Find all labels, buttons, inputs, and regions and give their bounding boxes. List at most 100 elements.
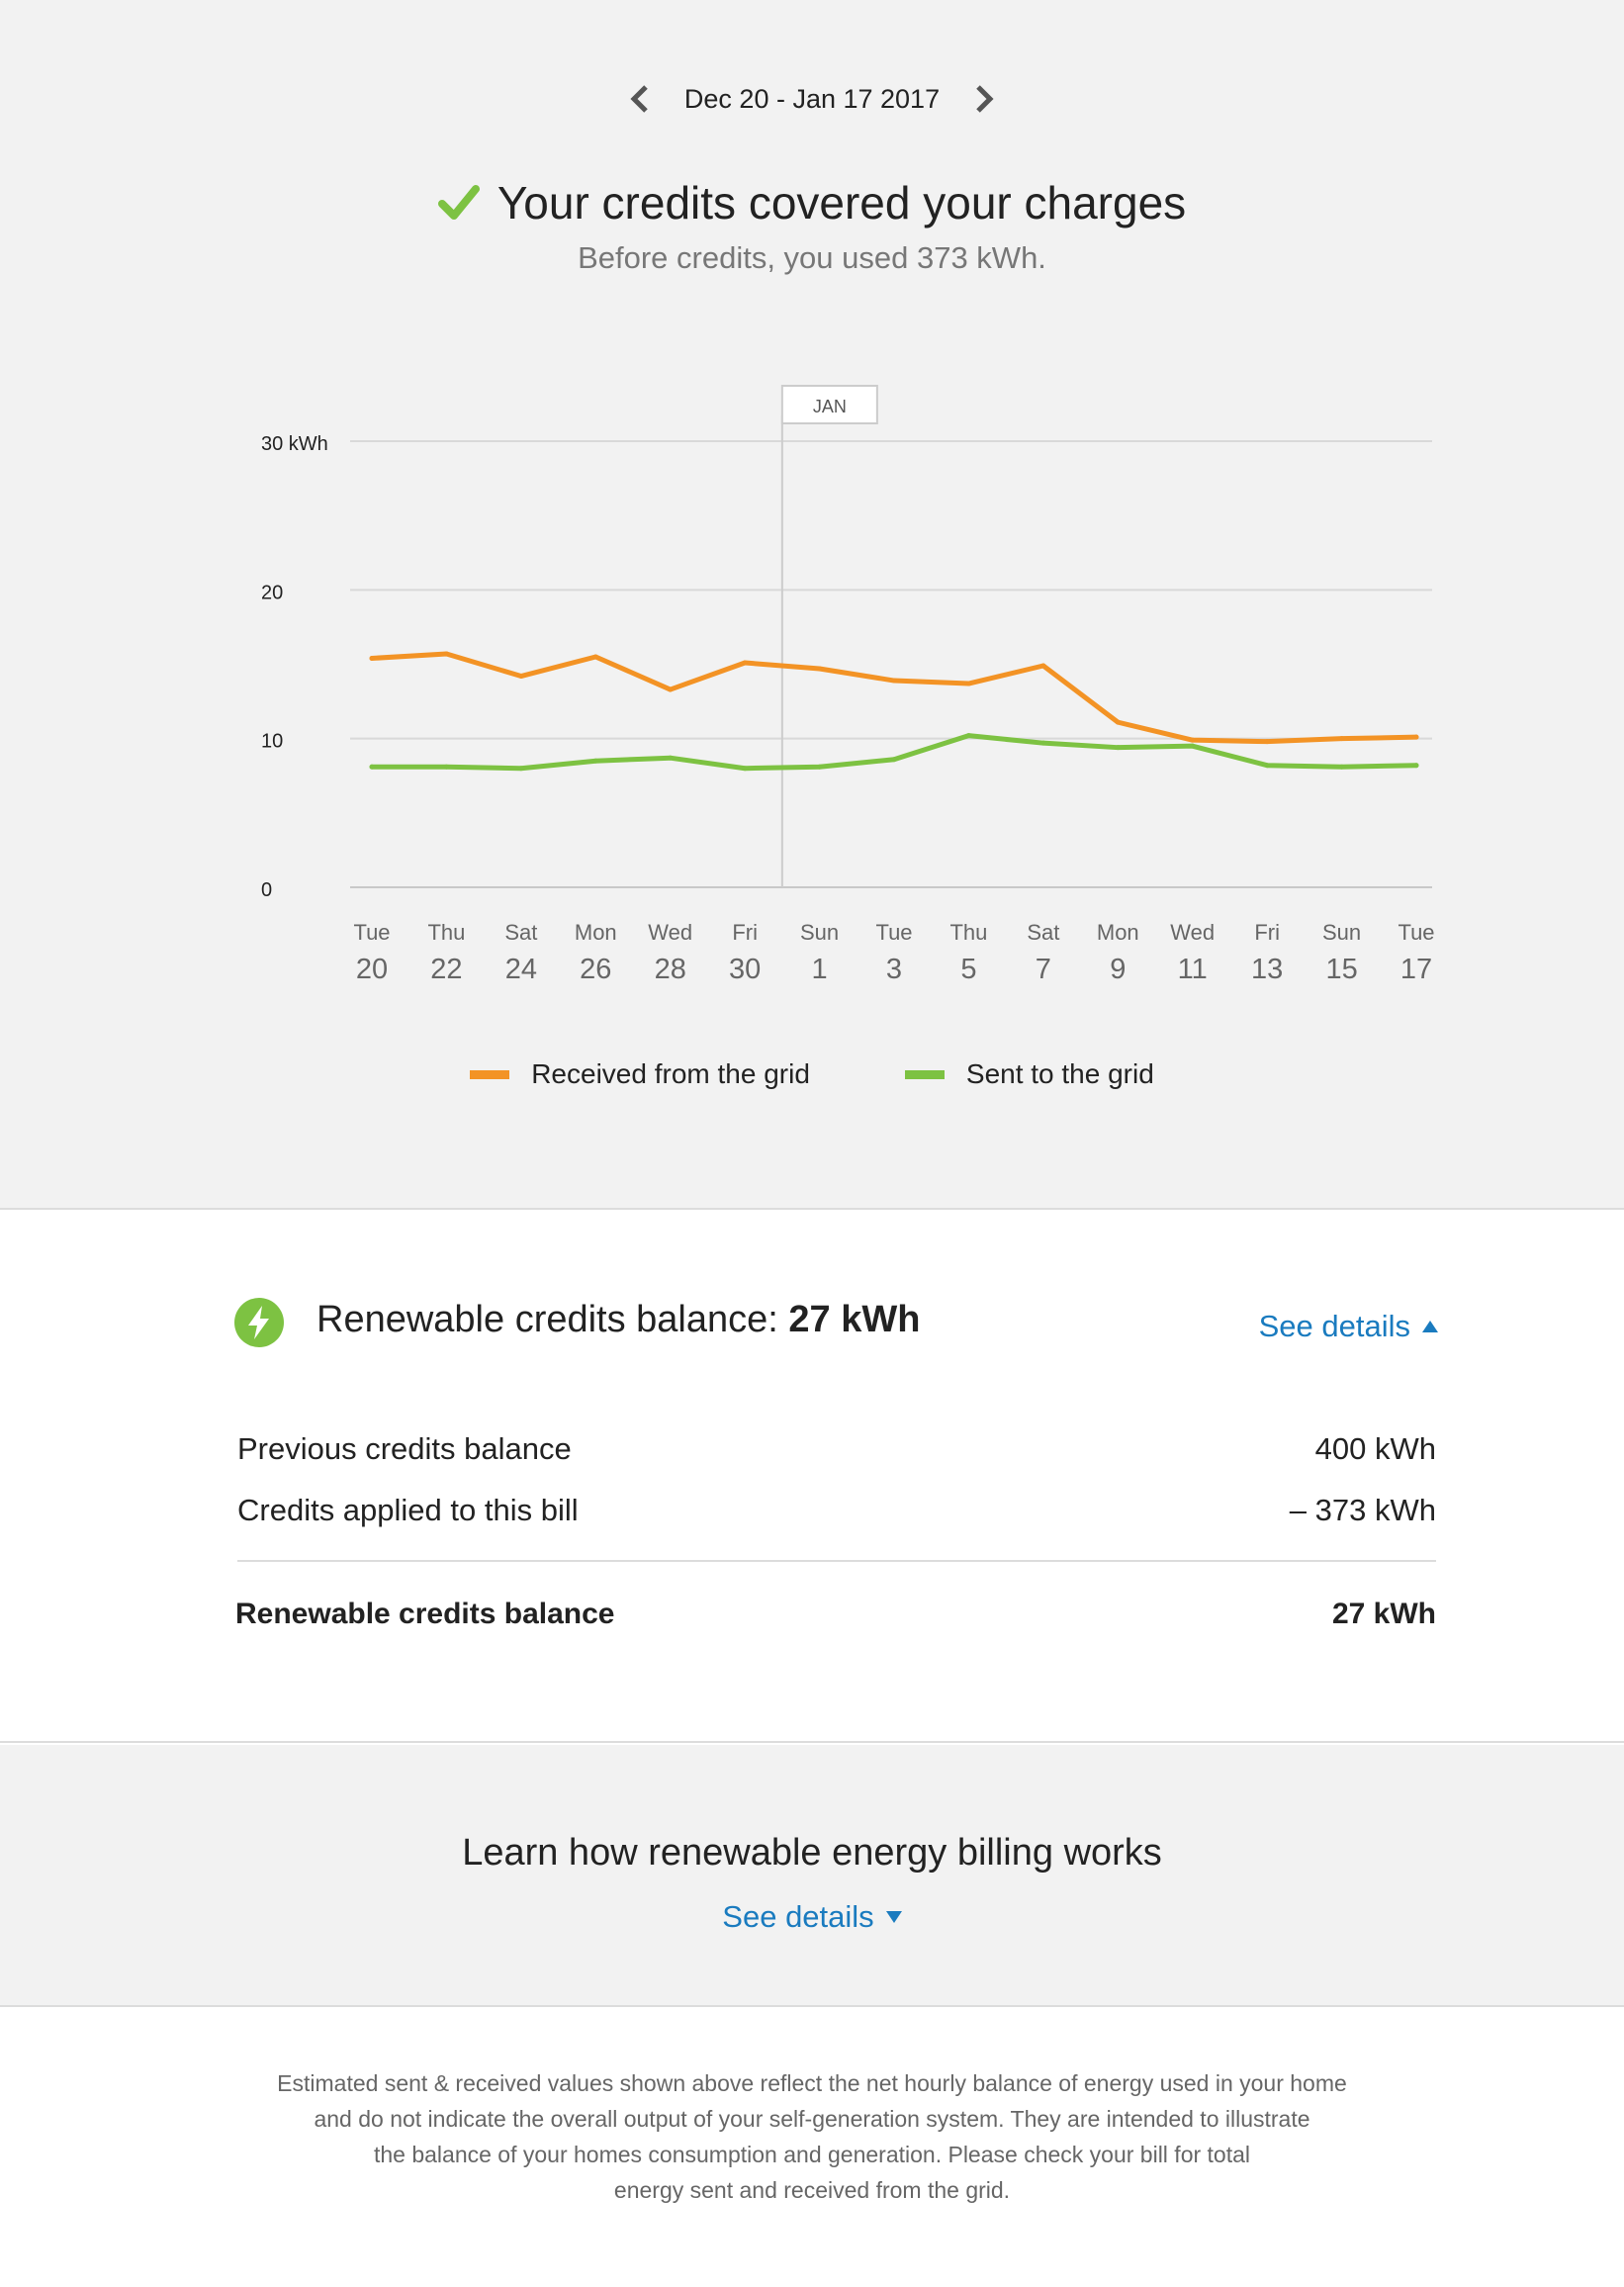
triangle-down-icon: [885, 1911, 902, 1923]
data-point: [891, 678, 897, 684]
page-title: Your credits covered your charges: [496, 177, 1187, 229]
check-icon: [437, 185, 480, 220]
x-tick-day: Fri: [732, 920, 758, 945]
x-tick-date: 15: [1325, 954, 1357, 985]
data-point: [1190, 737, 1196, 743]
x-tick-day: Wed: [1170, 920, 1215, 945]
credits-section: Renewable credits balance: 27 kWh See de…: [0, 1212, 1624, 1743]
disclaimer-line: and do not indicate the overall output o…: [314, 2106, 1310, 2132]
data-point: [443, 764, 449, 770]
lightning-bolt-icon: [234, 1298, 284, 1347]
triangle-up-icon: [1422, 1321, 1438, 1332]
see-details-link-learn[interactable]: See details: [0, 1899, 1624, 1935]
legend-swatch-received: [470, 1069, 510, 1079]
credits-total-value: 27 kWh: [1331, 1598, 1436, 1630]
data-point: [1040, 663, 1046, 669]
x-tick-date: 30: [729, 954, 761, 985]
x-tick-date: 17: [1400, 954, 1432, 985]
data-point: [1413, 763, 1419, 769]
data-point: [1115, 745, 1121, 751]
see-details-link-credits[interactable]: See details: [1259, 1309, 1438, 1344]
x-tick-day: Sun: [800, 920, 839, 945]
legend-label-received: Received from the grid: [531, 1058, 810, 1089]
data-point: [668, 686, 674, 692]
disclaimer: Estimated sent & received values shown a…: [227, 2065, 1397, 2208]
learn-title: Learn how renewable energy billing works: [462, 1832, 1162, 1874]
disclaimer-line: Estimated sent & received values shown a…: [277, 2070, 1347, 2096]
x-tick-date: 11: [1178, 954, 1208, 985]
x-tick-day: Tue: [353, 920, 390, 945]
credits-row-value: – 373 kWh: [1289, 1493, 1436, 1527]
month-marker-box: [780, 385, 878, 424]
credits-balance-title: Renewable credits balance: 27 kWh: [316, 1299, 920, 1341]
x-tick-day: Thu: [949, 920, 987, 945]
y-tick-label: 10: [261, 731, 283, 753]
x-tick-date: 26: [580, 954, 611, 985]
energy-line-chart: 30 kWh 20 10 0 JAN Tue 20 Thu 22 Sat 24 Mon 26 Wed 28 F…: [261, 385, 1435, 985]
headline: Your credits covered your charges: [0, 176, 1624, 229]
x-tick-day: Wed: [648, 920, 692, 945]
x-tick-date: 22: [430, 954, 462, 985]
x-tick-day: Sat: [504, 920, 537, 945]
credits-row-previous: Previous credits balance 400 kWh: [237, 1431, 1436, 1467]
data-point: [965, 681, 971, 686]
data-point: [1190, 743, 1196, 749]
x-tick-day: Sat: [1027, 920, 1059, 945]
data-point: [965, 733, 971, 739]
date-range-label: Dec 20 - Jan 17 2017: [683, 83, 941, 114]
data-point: [518, 766, 524, 772]
legend-label-sent: Sent to the grid: [965, 1058, 1154, 1089]
chart-legend: Received from the grid Sent to the grid: [0, 1058, 1624, 1090]
data-point: [443, 651, 449, 657]
x-tick-day: Fri: [1254, 920, 1280, 945]
data-point: [817, 764, 823, 770]
x-tick-date: 9: [1110, 954, 1126, 985]
page-subtitle: Before credits, you used 373 kWh.: [578, 240, 1046, 275]
data-point: [592, 758, 598, 764]
x-tick-day: Mon: [575, 920, 617, 945]
chevron-left-icon[interactable]: [623, 77, 657, 121]
data-point: [668, 755, 674, 761]
credits-row-label: Previous credits balance: [237, 1431, 572, 1466]
x-tick-day: Sun: [1322, 920, 1361, 945]
x-tick-date: 13: [1251, 954, 1283, 985]
disclaimer-line: energy sent and received from the grid.: [613, 2177, 1011, 2203]
data-point: [1115, 719, 1121, 725]
data-point: [592, 654, 598, 660]
data-point: [518, 674, 524, 680]
data-point: [1264, 763, 1270, 769]
data-point: [1413, 734, 1419, 740]
x-tick-date: 20: [356, 954, 388, 985]
data-point: [1264, 739, 1270, 745]
x-tick-date: 3: [886, 954, 902, 985]
x-tick-date: 24: [505, 954, 537, 985]
legend-item-sent: Sent to the grid: [904, 1058, 1154, 1090]
date-navigator: Dec 20 - Jan 17 2017: [0, 77, 1624, 121]
usage-section: Dec 20 - Jan 17 2017 Your credits covere…: [0, 0, 1624, 1210]
disclaimer-line: the balance of your homes consumption an…: [373, 2142, 1251, 2167]
x-tick-date: 28: [655, 954, 686, 985]
credits-row-label: Credits applied to this bill: [237, 1493, 579, 1527]
divider: [237, 1560, 1436, 1562]
data-point: [1040, 740, 1046, 746]
learn-section: Learn how renewable energy billing works…: [0, 1745, 1624, 2007]
data-point: [369, 764, 375, 770]
x-tick-day: Thu: [427, 920, 465, 945]
see-details-label-learn: See details: [722, 1899, 874, 1934]
credits-total-label: Renewable credits balance: [235, 1598, 615, 1630]
month-marker-label: JAN: [813, 397, 847, 416]
y-tick-label: 20: [261, 582, 283, 603]
credits-row-applied: Credits applied to this bill – 373 kWh: [237, 1493, 1436, 1528]
data-point: [817, 666, 823, 672]
x-tick-day: Tue: [1398, 920, 1434, 945]
credits-row-total: Renewable credits balance 27 kWh: [235, 1598, 1436, 1631]
see-details-label-credits: See details: [1258, 1309, 1410, 1343]
x-tick-date: 7: [1036, 954, 1051, 985]
x-tick-day: Mon: [1097, 920, 1139, 945]
y-tick-label: 0: [261, 879, 272, 901]
data-point: [891, 757, 897, 763]
chevron-right-icon[interactable]: [967, 77, 1001, 121]
y-tick-label: 30 kWh: [261, 433, 328, 455]
credits-row-value: 400 kWh: [1314, 1431, 1436, 1466]
data-point: [369, 655, 375, 661]
